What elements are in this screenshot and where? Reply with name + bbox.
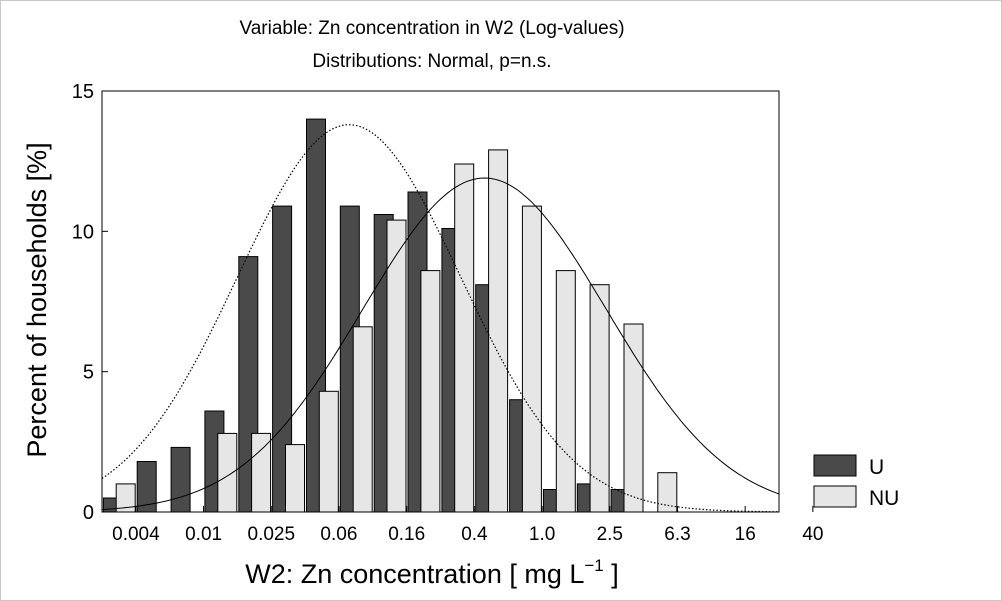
- fitted-normal-curve-u: [101, 124, 780, 513]
- bar-nu-16: [657, 472, 678, 513]
- x-tick-label: 40: [802, 524, 823, 545]
- fitted-curves-group: [101, 124, 780, 513]
- x-tick-label: 2.5: [597, 524, 623, 545]
- bar-nu-9: [420, 270, 441, 513]
- y-tick-label: 10: [72, 221, 94, 243]
- bar-nu-3: [217, 432, 238, 513]
- bar-nu-4: [251, 432, 272, 513]
- plot-area-frame: [101, 90, 780, 513]
- legend-label-u: U: [869, 456, 884, 479]
- x-tick-label: 6.3: [664, 524, 690, 545]
- y-tick-label: 0: [83, 502, 94, 524]
- y-axis-ticks: 0 5 10 15: [72, 81, 108, 524]
- x-tick-label: 0.025: [248, 524, 296, 545]
- x-axis-label: W2: Zn concentration [ mg L−1 ]: [245, 556, 619, 589]
- legend-label-nu: NU: [869, 487, 899, 510]
- legend: U NU: [813, 454, 899, 510]
- bar-nu-5: [285, 444, 305, 513]
- y-tick-label: 5: [83, 362, 94, 384]
- x-axis-label-main: W2: Zn concentration [ mg L: [245, 559, 584, 589]
- bar-u-2: [170, 446, 191, 513]
- bar-nu-7: [352, 326, 373, 513]
- x-tick-label: 1.0: [529, 524, 555, 545]
- bar-nu-14: [589, 284, 610, 513]
- chart-subtitle: Distributions: Normal, p=n.s.: [312, 51, 551, 72]
- bars-group: [102, 118, 678, 513]
- x-tick-label: 0.4: [461, 524, 488, 545]
- legend-swatch-nu: [813, 485, 857, 508]
- bar-nu-8: [386, 219, 407, 513]
- x-axis-label-end: ]: [604, 559, 619, 589]
- legend-swatch-u: [813, 454, 857, 477]
- fitted-normal-curve-nu: [101, 177, 780, 511]
- bar-nu-6: [318, 390, 339, 513]
- x-axis-label-superscript: −1: [584, 556, 603, 575]
- bar-nu-11: [488, 149, 509, 513]
- y-tick-label: 15: [72, 81, 94, 103]
- x-tick-label: 0.16: [388, 524, 425, 545]
- bar-nu-10: [454, 163, 475, 513]
- x-axis-ticks: 0.004 0.01 0.025 0.06 0.16 0.4 1.0 2.5 6.3 16 40: [112, 506, 823, 545]
- chart-title: Variable: Zn concentration in W2 (Log-va…: [239, 18, 624, 39]
- bar-nu-13: [555, 270, 576, 513]
- x-tick-label: 0.01: [185, 524, 222, 545]
- x-tick-label: 16: [735, 524, 756, 545]
- y-axis-label: Percent of households [%]: [22, 142, 52, 457]
- x-tick-label: 0.004: [112, 524, 160, 545]
- bar-nu-15: [623, 323, 644, 513]
- x-tick-label: 0.06: [320, 524, 357, 545]
- bar-nu-12: [521, 205, 542, 513]
